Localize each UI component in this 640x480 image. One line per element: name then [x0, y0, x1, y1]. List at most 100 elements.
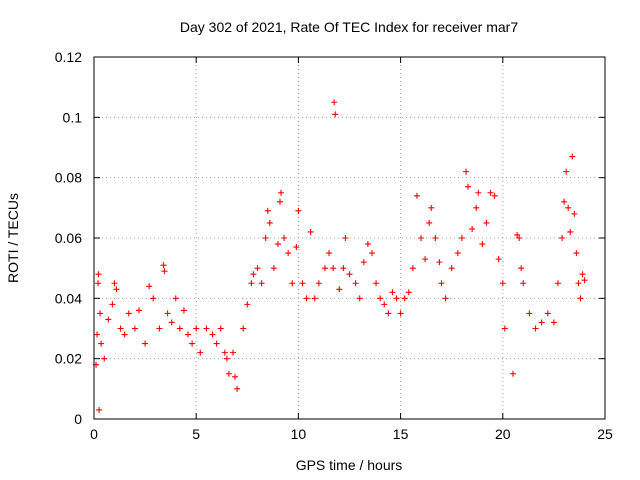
data-point — [264, 207, 271, 214]
data-point — [176, 325, 183, 332]
data-point — [285, 250, 292, 257]
data-point — [520, 280, 527, 287]
data-point — [270, 265, 277, 272]
x-tick-label: 20 — [495, 426, 511, 442]
data-point — [554, 280, 561, 287]
data-point — [501, 325, 508, 332]
data-point — [563, 168, 570, 175]
data-point — [442, 295, 449, 302]
data-point — [438, 280, 445, 287]
data-point — [581, 277, 588, 284]
axis-ticks — [93, 56, 606, 420]
data-point — [340, 265, 347, 272]
data-point — [346, 271, 353, 278]
data-point — [321, 265, 328, 272]
data-point — [381, 301, 388, 308]
x-tick-labels: 0 5 10 15 20 25 — [90, 426, 613, 442]
data-point — [454, 250, 461, 257]
data-point — [469, 225, 476, 232]
data-point — [432, 235, 439, 241]
data-point — [510, 370, 517, 377]
data-point — [567, 228, 574, 235]
data-point — [258, 280, 265, 287]
data-point — [465, 183, 472, 190]
data-point — [356, 295, 363, 302]
data-point — [331, 99, 338, 106]
data-point — [332, 111, 339, 118]
data-point — [418, 235, 425, 241]
data-point — [172, 295, 179, 302]
data-point — [389, 289, 396, 296]
data-point — [307, 228, 314, 235]
data-point — [573, 250, 580, 257]
data-point — [352, 280, 359, 287]
data-point — [189, 340, 196, 347]
data-point — [111, 280, 118, 287]
data-points — [93, 99, 588, 413]
data-point — [193, 325, 200, 332]
data-point — [299, 280, 306, 287]
data-point — [373, 280, 380, 287]
data-point — [569, 153, 576, 160]
y-tick-label: 0.02 — [55, 351, 82, 367]
x-tick-label: 10 — [291, 426, 307, 442]
data-point — [393, 295, 400, 302]
data-point — [436, 259, 443, 266]
data-point — [150, 295, 157, 302]
data-point — [377, 295, 384, 302]
data-point — [240, 325, 247, 332]
data-point — [401, 295, 408, 302]
data-point — [281, 235, 288, 241]
data-point — [473, 204, 480, 211]
data-point — [499, 280, 506, 287]
data-point — [97, 310, 104, 317]
data-point — [479, 241, 486, 248]
data-point — [293, 244, 300, 251]
data-point — [491, 192, 498, 199]
data-point — [234, 385, 241, 392]
data-point — [262, 235, 269, 241]
data-point — [575, 280, 582, 287]
y-axis-label: ROTI / TECUs — [5, 193, 21, 283]
y-tick-label: 0.12 — [55, 49, 82, 65]
y-tick-label: 0.06 — [55, 230, 82, 246]
data-point — [483, 219, 490, 226]
chart-title: Day 302 of 2021, Rate Of TEC Index for r… — [180, 19, 518, 35]
data-point — [514, 231, 521, 238]
y-tick-label: 0 — [74, 411, 82, 427]
data-point — [295, 207, 302, 214]
data-point — [405, 289, 412, 296]
data-point — [278, 189, 285, 196]
data-point — [266, 219, 273, 226]
data-point — [203, 325, 210, 332]
y-tick-label: 0.04 — [55, 290, 82, 306]
data-point — [180, 307, 187, 314]
data-point — [209, 331, 216, 338]
data-point — [463, 168, 470, 175]
data-point — [532, 325, 539, 332]
data-point — [277, 198, 284, 205]
data-point — [303, 295, 310, 302]
data-point — [197, 349, 204, 356]
data-point — [330, 265, 337, 272]
data-point — [250, 271, 257, 278]
data-point — [95, 271, 102, 278]
data-point — [550, 319, 557, 326]
data-point — [131, 325, 138, 332]
data-point — [101, 355, 108, 362]
data-point — [342, 235, 349, 241]
x-tick-label: 5 — [192, 426, 200, 442]
data-point — [579, 271, 586, 278]
data-point — [422, 256, 429, 263]
y-tick-label: 0.08 — [55, 170, 82, 186]
data-point — [95, 280, 102, 287]
data-point — [315, 280, 322, 287]
data-point — [223, 355, 230, 362]
data-point — [229, 349, 236, 356]
data-point — [538, 319, 545, 326]
data-point — [156, 325, 163, 332]
data-point — [254, 265, 261, 272]
data-point — [518, 265, 525, 272]
data-point — [561, 198, 568, 205]
